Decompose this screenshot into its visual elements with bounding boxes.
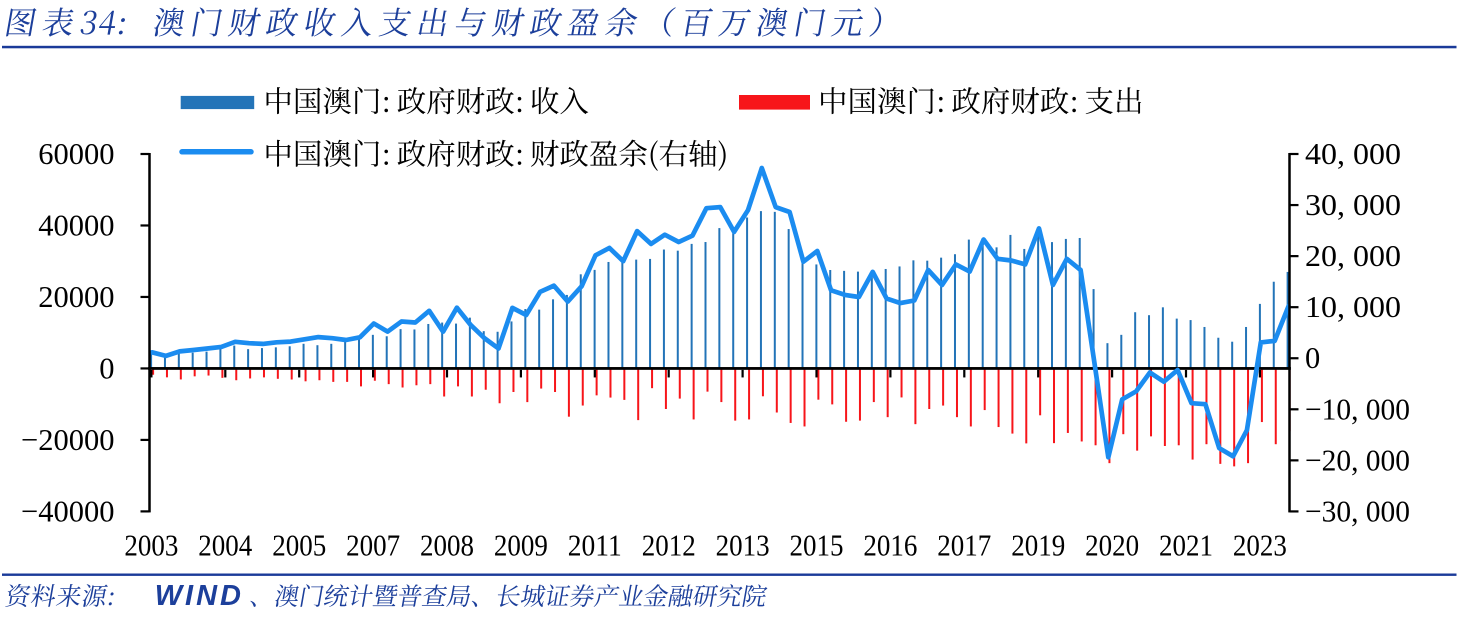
svg-text:2009: 2009 — [494, 529, 548, 563]
svg-text:40000: 40000 — [38, 209, 114, 243]
svg-text:2015: 2015 — [790, 529, 844, 563]
svg-text:2007: 2007 — [346, 529, 400, 563]
svg-text:−20, 000: −20, 000 — [1305, 443, 1410, 477]
svg-text:2005: 2005 — [272, 529, 326, 563]
svg-text:WIND: WIND — [155, 580, 244, 612]
svg-text:2019: 2019 — [1011, 529, 1065, 563]
svg-text:2011: 2011 — [568, 529, 622, 563]
svg-text:20, 000: 20, 000 — [1305, 239, 1401, 273]
svg-text:2020: 2020 — [1085, 529, 1139, 563]
svg-text:2017: 2017 — [937, 529, 991, 563]
svg-text:60000: 60000 — [38, 137, 114, 171]
svg-text:−30, 000: −30, 000 — [1305, 494, 1410, 528]
svg-text:20000: 20000 — [38, 280, 114, 314]
svg-text:0: 0 — [1305, 341, 1320, 375]
svg-text:40, 000: 40, 000 — [1305, 137, 1401, 171]
svg-text:30, 000: 30, 000 — [1305, 188, 1401, 222]
svg-text:2021: 2021 — [1159, 529, 1213, 563]
svg-text:−10, 000: −10, 000 — [1305, 392, 1410, 426]
svg-text:−20000: −20000 — [21, 423, 114, 457]
svg-text:10, 000: 10, 000 — [1305, 290, 1401, 324]
svg-text:2016: 2016 — [863, 529, 917, 563]
svg-text:2003: 2003 — [124, 529, 178, 563]
svg-text:0: 0 — [99, 351, 114, 385]
svg-text:2012: 2012 — [642, 529, 696, 563]
svg-text:−40000: −40000 — [21, 494, 114, 528]
svg-text:2023: 2023 — [1233, 529, 1287, 563]
svg-text:2004: 2004 — [198, 529, 252, 563]
svg-text:2008: 2008 — [420, 529, 474, 563]
svg-text:2013: 2013 — [716, 529, 770, 563]
